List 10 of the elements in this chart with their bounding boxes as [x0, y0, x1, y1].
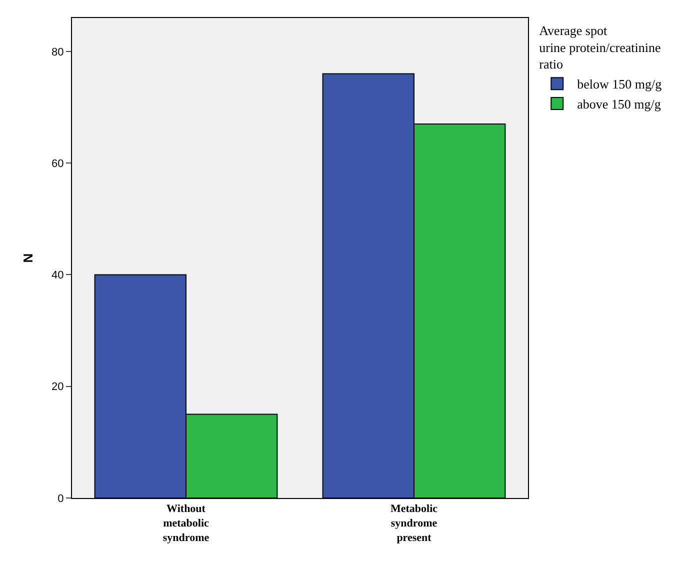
x-tick-label: Without metabolic syndrome [162, 503, 210, 544]
legend-label: below 150 mg/g [577, 76, 662, 92]
y-axis-title: N [20, 253, 36, 263]
y-tick-label: 0 [58, 492, 64, 505]
legend-label: above 150 mg/g [577, 96, 662, 112]
y-tick-label: 60 [52, 158, 64, 170]
y-tick-label: 80 [52, 46, 64, 58]
y-tick-label: 20 [52, 381, 64, 394]
x-tick-label: Metabolic syndrome present [390, 503, 438, 544]
y-tick-label: 40 [52, 270, 64, 282]
